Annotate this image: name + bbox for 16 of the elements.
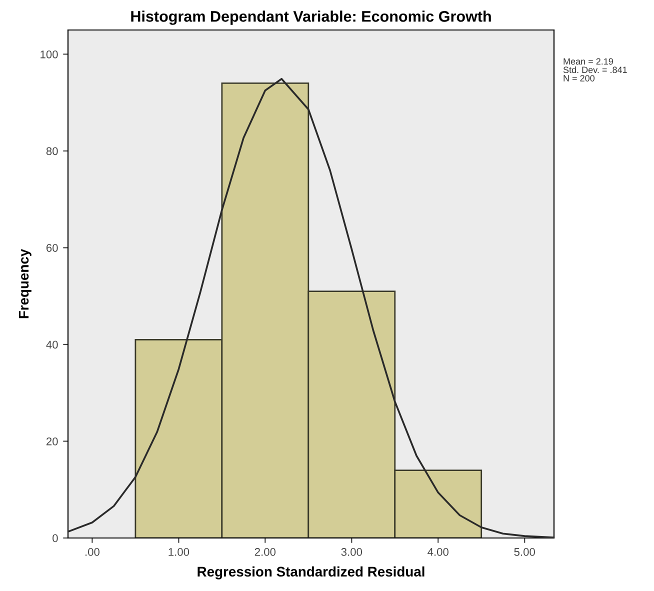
y-tick-label: 40 [46, 340, 58, 349]
x-tick-label: 5.00 [514, 548, 535, 556]
y-tick-label: 20 [46, 438, 58, 446]
x-tick-label: 4.00 [428, 548, 448, 556]
y-tick-label: 80 [46, 147, 58, 156]
text: Mean = 2.19 Std. Dev. = .841 N = 200 [563, 58, 627, 82]
x-tick-label: 3.00 [341, 548, 362, 556]
y-tick-label: 0 [52, 534, 58, 542]
x-axis-title: Regression Standardized Residual [198, 566, 424, 580]
chart-title: Histogram Dependant Variable: Economic Growth [131, 10, 491, 25]
x-tick-label: 2.00 [254, 548, 276, 556]
y-axis-title: Frequency [18, 248, 32, 318]
y-tick-label: 100 [40, 50, 58, 58]
x-tick-label: .00 [86, 548, 100, 556]
y-tick-label: 60 [46, 244, 58, 252]
x-tick-label: 1.00 [168, 548, 190, 556]
